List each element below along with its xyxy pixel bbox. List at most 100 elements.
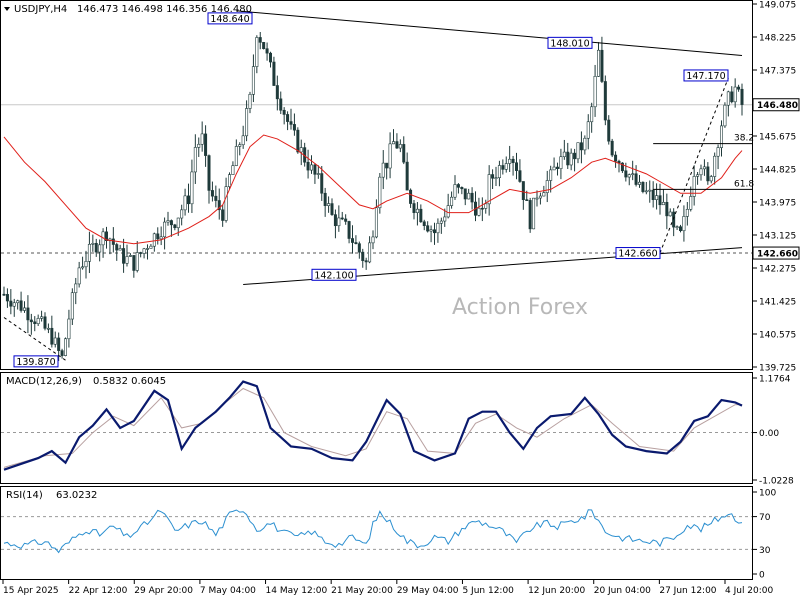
price-tick-label: 144.825	[759, 166, 796, 176]
candle-body	[275, 85, 279, 100]
candle-body	[579, 142, 583, 151]
macd-title: MACD(12,26,9)	[6, 376, 82, 387]
candle-body	[426, 225, 430, 232]
candle-body	[26, 307, 30, 321]
ohlc-label: 146.473 146.498 146.356 146.480	[77, 4, 252, 15]
candle-body	[668, 211, 672, 217]
dropdown-triangle-icon[interactable]	[4, 7, 10, 11]
candle-body	[258, 37, 262, 43]
candle-body	[627, 174, 631, 178]
candle-body	[187, 195, 191, 205]
candle-body	[450, 196, 454, 206]
candle-body	[637, 181, 641, 185]
candle-body	[60, 350, 64, 356]
price-annotation-label: 148.010	[550, 38, 589, 49]
candle-body	[395, 141, 399, 149]
candle-body	[347, 221, 351, 239]
candle-body	[190, 171, 194, 205]
candle-body	[614, 154, 618, 162]
price-annotation-label: 142.660	[618, 249, 657, 260]
candle-body	[12, 302, 16, 307]
fib-level-label: 38.2	[734, 134, 754, 144]
candle-body	[152, 233, 156, 247]
candle-body	[443, 216, 447, 222]
dashed-trendline	[659, 77, 729, 254]
candle-body	[603, 81, 607, 121]
dashed-trendline	[3, 317, 66, 361]
candle-body	[685, 208, 689, 217]
candle-body	[535, 197, 539, 200]
candle-body	[528, 200, 532, 230]
price-tick-label: 148.225	[759, 34, 796, 44]
candle-body	[193, 147, 197, 173]
candle-body	[631, 173, 635, 176]
time-tick-label: 20 Jun 04:00	[594, 586, 651, 596]
trendline	[236, 10, 743, 56]
candle-body	[374, 207, 378, 238]
candle-body	[70, 292, 74, 320]
candle-body	[388, 143, 392, 169]
macd-header: MACD(12,26,9) 0.5832 0.6045	[6, 376, 166, 387]
candle-body	[2, 293, 6, 296]
candle-body	[549, 169, 553, 181]
rsi-panel: 100 70 30 0	[1, 489, 776, 581]
time-tick-label: 14 May 12:00	[266, 586, 328, 596]
candle-body	[477, 207, 481, 216]
candle-body	[514, 162, 518, 171]
candle-body	[453, 184, 457, 198]
candle-body	[91, 242, 95, 245]
price-axis: 149.075 148.225 147.375 145.675 144.825 143.9…	[752, 1, 800, 374]
candle-body	[169, 220, 173, 226]
candle-body	[641, 181, 645, 192]
candle-body	[224, 186, 228, 221]
candle-body	[238, 144, 242, 147]
time-tick-label: 21 May 20:00	[331, 586, 393, 596]
candle-body	[115, 244, 119, 251]
candle-body	[381, 162, 385, 178]
candle-body	[163, 221, 167, 238]
support-price-label-box	[752, 246, 800, 260]
time-tick-label: 27 Jun 12:00	[659, 586, 716, 596]
candle-body	[105, 231, 109, 242]
candle-body	[737, 86, 741, 90]
candle-body	[463, 188, 467, 200]
time-tick-label: 4 Jul 20:00	[725, 586, 774, 596]
macd-values: 0.5832 0.6045	[93, 376, 166, 387]
candle-body	[221, 209, 225, 221]
candle-body	[197, 143, 201, 148]
candle-body	[675, 226, 679, 229]
candle-body	[699, 168, 703, 176]
candle-body	[282, 109, 286, 115]
candle-body	[689, 196, 693, 210]
candle-body	[9, 300, 13, 307]
rsi-panel-frame	[0, 486, 753, 580]
candle-body	[57, 337, 61, 351]
candle-body	[98, 244, 102, 253]
candle-body	[487, 174, 491, 205]
candle-body	[50, 327, 54, 345]
price-annotation-label: 148.640	[210, 14, 249, 25]
watermark: Action Forex	[452, 295, 588, 320]
candle-body	[655, 195, 659, 200]
candle-body	[40, 316, 44, 319]
candle-body	[255, 37, 259, 67]
price-tick-label: 139.725	[759, 364, 796, 374]
candle-body	[268, 52, 272, 63]
candle-body	[446, 205, 450, 218]
candle-body	[467, 192, 471, 200]
candle-body	[456, 184, 460, 188]
candle-body	[484, 203, 488, 209]
price-annotation-box	[615, 247, 661, 260]
candle-body	[460, 187, 464, 190]
candle-body	[22, 307, 26, 311]
candle-body	[210, 190, 214, 197]
candle-body	[409, 189, 413, 204]
candle-body	[159, 236, 163, 240]
macd-tick-label: -1.0228	[759, 477, 794, 487]
candle-body	[296, 129, 300, 153]
candle-body	[730, 91, 734, 103]
candle-body	[607, 119, 611, 142]
time-tick-label: 15 Apr 2025	[3, 586, 59, 596]
chart-header: USDJPY,H4 146.473 146.498 146.356 146.48…	[4, 4, 252, 15]
price-annotation-box	[13, 355, 59, 368]
